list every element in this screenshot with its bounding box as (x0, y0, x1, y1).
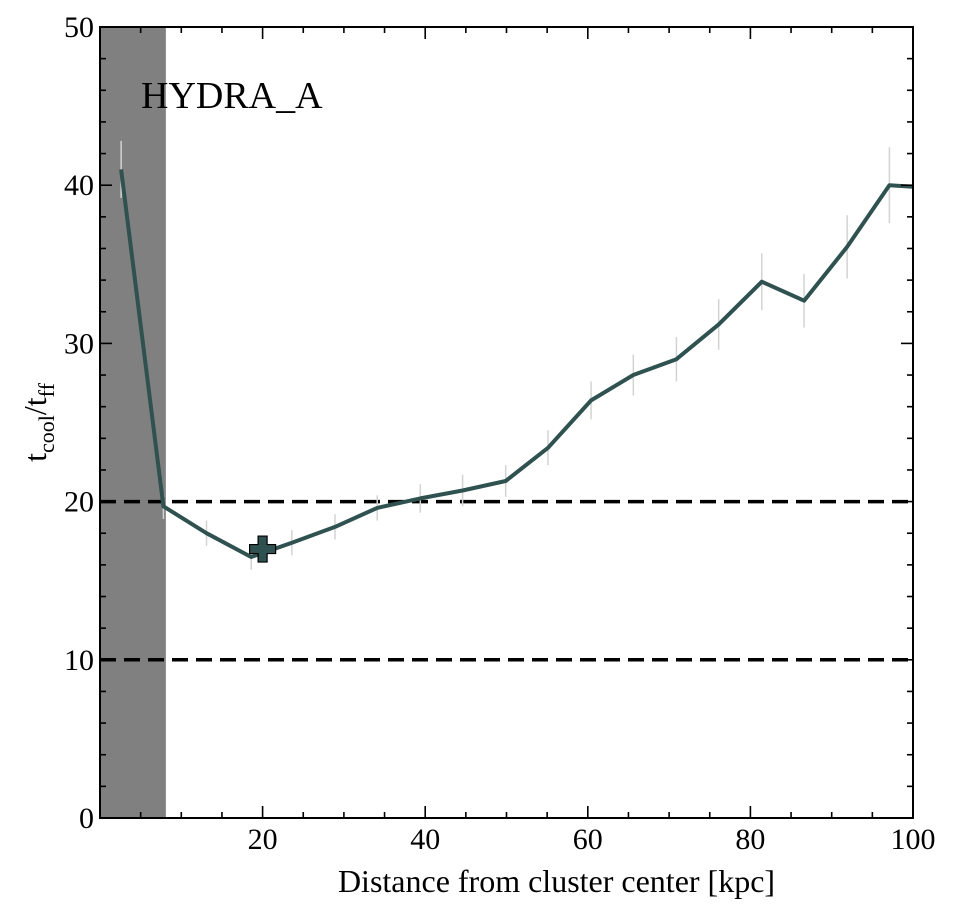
tick-labels: 20 40 60 80 100 0 10 20 30 40 50 (64, 11, 936, 856)
y-tick-label: 0 (79, 802, 94, 835)
y-label-slash: /t (17, 397, 53, 415)
axis-ticks (100, 26, 914, 819)
x-tick-label: 60 (573, 823, 603, 856)
excluded-core-region (100, 27, 166, 818)
plus-marker (249, 535, 277, 563)
y-tick-label: 50 (64, 11, 94, 44)
marker-layer (249, 535, 277, 563)
x-tick-label: 100 (891, 823, 936, 856)
x-tick-label: 80 (735, 823, 765, 856)
y-tick-label: 30 (64, 327, 94, 360)
y-label-main: t (17, 453, 53, 462)
shaded-region (100, 27, 166, 818)
y-tick-label: 20 (64, 486, 94, 519)
y-label-sub-cool: cool (34, 415, 59, 453)
reference-lines (100, 499, 913, 662)
error-bars (120, 140, 891, 570)
cluster-name-annotation: HYDRA_A (141, 75, 323, 117)
series-layer (119, 169, 914, 559)
y-tick-label: 10 (64, 644, 94, 677)
series-line-0 (119, 169, 914, 559)
x-axis-label: Distance from cluster center [kpc] (338, 863, 775, 899)
plot-frame (99, 26, 914, 819)
y-tick-label: 40 (64, 169, 94, 202)
x-tick-label: 20 (248, 823, 278, 856)
y-axis-label: tcool/tff (17, 382, 59, 461)
y-label-sub-ff: ff (34, 382, 59, 397)
x-tick-label: 40 (410, 823, 440, 856)
